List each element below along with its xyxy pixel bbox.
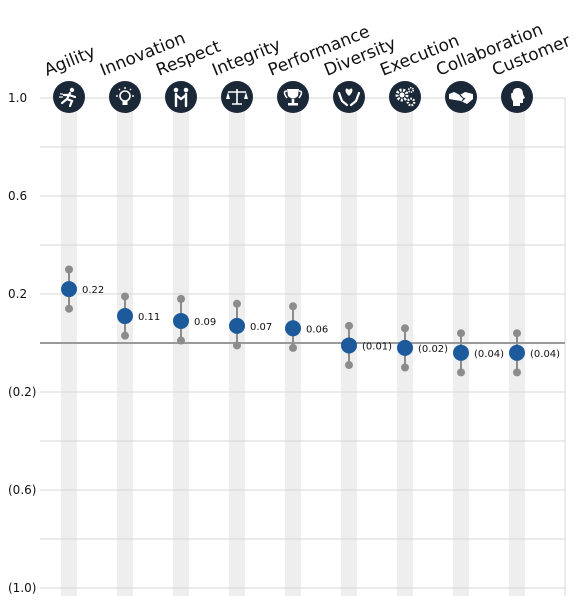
category-icons	[53, 81, 533, 113]
data-label: 0.07	[250, 322, 272, 333]
y-tick-label: 0.6	[8, 189, 27, 203]
category-band	[173, 98, 189, 596]
upper-bound-dot	[457, 329, 465, 338]
y-axis: 1.0 0.6 0.2 (0.2) (0.6) (1.0)	[8, 91, 36, 595]
gears-icon	[389, 81, 421, 113]
upper-bound-dot	[177, 294, 185, 303]
data-label: (0.02)	[418, 344, 448, 355]
hands-heart-icon	[333, 81, 365, 113]
upper-bound-dot	[401, 324, 409, 333]
lower-bound-dot	[121, 331, 129, 340]
category-label: Agility	[41, 42, 98, 81]
category-labels: Agility InnovationRespectIntegrityPerform…	[41, 20, 573, 81]
running-person-icon	[53, 81, 85, 113]
y-tick-label: (0.6)	[8, 483, 36, 497]
trophy-icon	[277, 81, 309, 113]
data-label: (0.04)	[474, 349, 504, 360]
data-point	[397, 339, 413, 356]
data-point	[341, 337, 357, 354]
data-point	[285, 320, 301, 337]
lower-bound-dot	[65, 304, 73, 313]
upper-bound-dot	[289, 302, 297, 311]
y-tick-label: (0.2)	[8, 385, 36, 399]
data-point	[61, 281, 77, 298]
lower-bound-dot	[289, 343, 297, 352]
lower-bound-dot	[401, 363, 409, 372]
data-label: 0.09	[194, 317, 216, 328]
data-label: (0.04)	[530, 349, 560, 360]
lightbulb-icon	[109, 81, 141, 113]
category-band	[61, 98, 77, 596]
upper-bound-dot	[233, 299, 241, 308]
upper-bound-dot	[121, 292, 129, 301]
lower-bound-dot	[345, 361, 353, 370]
upper-bound-dot	[65, 265, 73, 274]
handshake-people-icon	[165, 81, 197, 113]
lower-bound-dot	[233, 341, 241, 350]
lower-bound-dot	[513, 368, 521, 377]
data-label: 0.06	[306, 324, 328, 335]
data-point	[453, 344, 469, 361]
data-point	[229, 317, 245, 334]
y-tick-label: 0.2	[8, 287, 27, 301]
data-label: 0.11	[138, 312, 160, 323]
data-label: (0.01)	[362, 341, 392, 352]
lower-bound-dot	[177, 336, 185, 345]
data-point	[117, 308, 133, 325]
scales-icon	[221, 81, 253, 113]
handshake-icon	[445, 81, 477, 113]
data-point	[509, 344, 525, 361]
y-tick-label: (1.0)	[8, 581, 36, 595]
upper-bound-dot	[345, 321, 353, 330]
data-point	[173, 312, 189, 329]
lower-bound-dot	[457, 368, 465, 377]
data-label: 0.22	[82, 285, 104, 296]
upper-bound-dot	[513, 329, 521, 338]
y-tick-label: 1.0	[8, 91, 27, 105]
series-points: 0.22 0.11 0.09 0.07 0.06 (0.01) (0.02) (0.04) (0…	[61, 265, 560, 377]
customer-headset-icon	[501, 81, 533, 113]
category-band	[117, 98, 133, 596]
